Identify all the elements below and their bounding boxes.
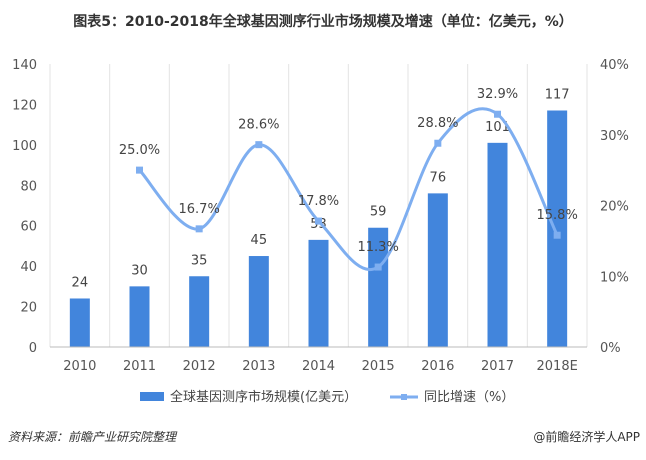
bar-label: 35 xyxy=(191,253,208,268)
y2-tick-label: 20% xyxy=(600,200,629,215)
y-tick-label: 20 xyxy=(20,301,37,316)
x-tick-label: 2011 xyxy=(123,359,156,374)
growth-marker xyxy=(255,141,263,149)
legend-line-label: 同比增速（%） xyxy=(424,390,514,405)
x-tick-label: 2012 xyxy=(183,359,216,374)
growth-label: 15.8% xyxy=(537,208,578,223)
growth-marker xyxy=(434,139,442,147)
x-tick-label: 2010 xyxy=(63,359,96,374)
y-tick-label: 40 xyxy=(20,260,37,275)
y2-tick-label: 40% xyxy=(600,58,629,73)
growth-marker xyxy=(553,231,561,239)
bar xyxy=(189,276,210,347)
bar-label: 24 xyxy=(72,275,89,290)
x-tick-label: 2015 xyxy=(362,359,395,374)
bar-label: 59 xyxy=(370,205,387,220)
bar xyxy=(368,227,389,347)
x-tick-label: 2014 xyxy=(302,359,335,374)
y-tick-label: 0 xyxy=(29,341,37,356)
growth-marker xyxy=(195,225,203,233)
growth-marker xyxy=(494,110,501,118)
bar-label: 45 xyxy=(251,233,268,248)
y2-tick-label: 30% xyxy=(600,129,629,144)
y-tick-label: 60 xyxy=(20,220,37,235)
bar xyxy=(129,286,150,347)
x-tick-label: 2018E xyxy=(537,359,578,374)
growth-marker xyxy=(374,263,382,271)
legend: 全球基因测序市场规模(亿美元） 同比增速（%） xyxy=(140,389,514,405)
x-tick-label: 2013 xyxy=(242,359,275,374)
bar-label: 30 xyxy=(131,263,148,278)
y-tick-label: 100 xyxy=(12,139,37,154)
bar xyxy=(487,142,508,347)
bar xyxy=(427,193,448,347)
source-note: 资料来源：前瞻产业研究院整理 xyxy=(8,430,178,444)
bar xyxy=(547,110,568,347)
bar xyxy=(69,298,90,347)
growth-label: 32.9% xyxy=(477,87,518,102)
bar xyxy=(248,256,269,347)
credit-note: @前瞻经济学人APP xyxy=(533,429,640,444)
growth-label: 17.8% xyxy=(298,194,339,209)
growth-marker xyxy=(315,217,322,225)
y-tick-label: 80 xyxy=(20,179,37,194)
growth-marker xyxy=(136,166,143,174)
y-tick-label: 120 xyxy=(12,98,37,113)
legend-bar-label: 全球基因测序市场规模(亿美元） xyxy=(170,389,357,405)
y2-tick-label: 10% xyxy=(600,270,629,285)
growth-label: 25.0% xyxy=(119,143,160,158)
x-tick-label: 2016 xyxy=(421,359,454,374)
y-tick-label: 140 xyxy=(12,58,37,73)
bar-label: 76 xyxy=(430,170,447,185)
bar xyxy=(308,239,329,347)
growth-label: 28.8% xyxy=(417,116,458,131)
legend-bar-swatch xyxy=(140,392,164,401)
x-tick-label: 2017 xyxy=(481,359,514,374)
bar-label: 101 xyxy=(485,120,510,135)
growth-label: 16.7% xyxy=(179,202,220,217)
legend-line-marker xyxy=(401,394,407,400)
chart-title: 图表5：2010-2018年全球基因测序行业市场规模及增速（单位：亿美元，%） xyxy=(73,13,573,30)
y2-tick-label: 0% xyxy=(600,341,621,356)
bar-label: 117 xyxy=(545,87,570,102)
growth-label: 11.3% xyxy=(358,240,399,255)
growth-label: 28.6% xyxy=(238,118,279,133)
